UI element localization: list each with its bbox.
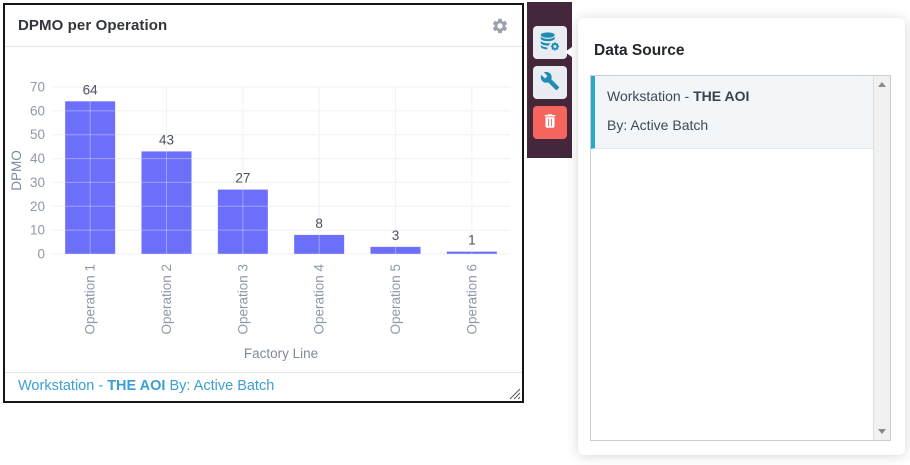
svg-text:Operation 6: Operation 6: [464, 264, 479, 335]
footer-suffix: By: Active Batch: [165, 378, 275, 394]
svg-text:50: 50: [30, 127, 45, 142]
trash-icon: [541, 112, 559, 133]
svg-text:20: 20: [30, 199, 45, 214]
widget-footer: Workstation - THE AOI By: Active Batch: [5, 372, 522, 401]
scroll-down-icon[interactable]: [878, 429, 886, 434]
data-source-item-by: By: Active Batch: [607, 117, 709, 133]
footer-datasource-name: THE AOI: [107, 378, 166, 394]
configure-button[interactable]: [532, 66, 567, 99]
item-name-prefix: Workstation -: [607, 88, 694, 104]
data-source-panel: Data Source Workstation - THE AOI By: Ac…: [578, 18, 905, 455]
data-source-button[interactable]: [532, 26, 567, 59]
svg-text:0: 0: [37, 247, 45, 262]
wrench-icon: [540, 71, 560, 94]
data-source-list-item-selected[interactable]: Workstation - THE AOI By: Active Batch: [591, 76, 874, 149]
scroll-up-icon[interactable]: [878, 82, 886, 87]
widget-title: DPMO per Operation: [18, 17, 168, 34]
svg-text:Operation 1: Operation 1: [83, 264, 98, 335]
svg-text:10: 10: [30, 223, 45, 238]
resize-handle-icon[interactable]: [508, 387, 521, 400]
svg-text:1: 1: [468, 233, 476, 248]
svg-text:Factory Line: Factory Line: [244, 346, 318, 361]
dpmo-widget: DPMO per Operation 64 43 27 8 3 1 0 10 20 30 40 50 6…: [3, 3, 524, 403]
svg-text:30: 30: [30, 175, 45, 190]
svg-text:DPMO: DPMO: [9, 150, 24, 191]
gear-icon[interactable]: [491, 17, 509, 35]
scrollbar[interactable]: [873, 76, 890, 440]
svg-text:Operation 4: Operation 4: [312, 264, 327, 335]
footer-prefix: Workstation -: [18, 378, 108, 394]
svg-text:Operation 3: Operation 3: [235, 264, 250, 335]
svg-text:3: 3: [392, 228, 400, 243]
svg-text:27: 27: [235, 171, 250, 186]
svg-text:70: 70: [30, 80, 45, 95]
svg-text:Operation 2: Operation 2: [159, 264, 174, 335]
widget-header: DPMO per Operation: [5, 5, 522, 47]
widget-edit-toolbar: [527, 2, 572, 158]
svg-text:40: 40: [30, 151, 45, 166]
svg-text:8: 8: [315, 216, 323, 231]
svg-text:64: 64: [83, 82, 99, 97]
item-name-bold: THE AOI: [693, 88, 750, 104]
dpmo-bar-chart: 64 43 27 8 3 1 0 10 20 30 40 50 60 70 Operation 1 Opera…: [5, 47, 522, 373]
delete-widget-button[interactable]: [532, 106, 567, 139]
panel-title: Data Source: [594, 42, 685, 59]
data-source-item-name: Workstation - THE AOI: [607, 88, 864, 104]
database-gear-icon: [539, 31, 560, 55]
svg-text:Operation 5: Operation 5: [388, 264, 403, 335]
popover-arrow: [565, 44, 576, 60]
svg-text:43: 43: [159, 132, 174, 147]
data-source-list[interactable]: Workstation - THE AOI By: Active Batch: [590, 75, 891, 441]
svg-text:60: 60: [30, 103, 45, 118]
